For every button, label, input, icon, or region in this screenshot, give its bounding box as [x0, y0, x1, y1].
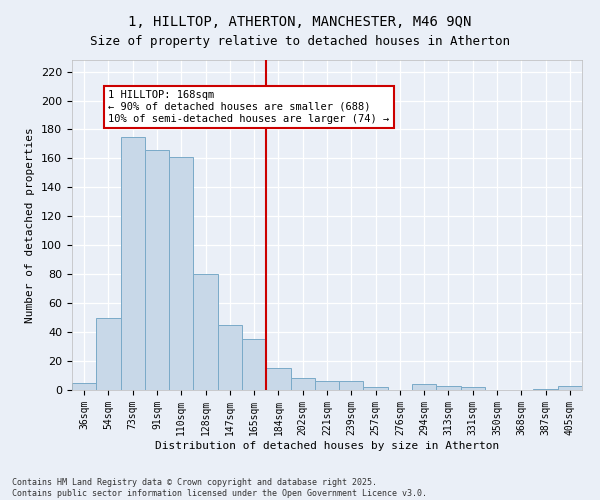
Text: Contains HM Land Registry data © Crown copyright and database right 2025.
Contai: Contains HM Land Registry data © Crown c…: [12, 478, 427, 498]
Bar: [436, 386, 461, 390]
Bar: [290, 378, 315, 390]
Y-axis label: Number of detached properties: Number of detached properties: [25, 127, 35, 323]
Bar: [96, 318, 121, 390]
Bar: [315, 382, 339, 390]
Text: 1 HILLTOP: 168sqm
← 90% of detached houses are smaller (688)
10% of semi-detache: 1 HILLTOP: 168sqm ← 90% of detached hous…: [109, 90, 389, 124]
Bar: [339, 382, 364, 390]
X-axis label: Distribution of detached houses by size in Atherton: Distribution of detached houses by size …: [155, 440, 499, 450]
Bar: [461, 387, 485, 390]
Bar: [72, 383, 96, 390]
Bar: [364, 387, 388, 390]
Bar: [193, 274, 218, 390]
Bar: [242, 340, 266, 390]
Bar: [266, 368, 290, 390]
Text: 1, HILLTOP, ATHERTON, MANCHESTER, M46 9QN: 1, HILLTOP, ATHERTON, MANCHESTER, M46 9Q…: [128, 15, 472, 29]
Bar: [558, 386, 582, 390]
Bar: [169, 157, 193, 390]
Bar: [145, 150, 169, 390]
Bar: [121, 136, 145, 390]
Bar: [533, 388, 558, 390]
Text: Size of property relative to detached houses in Atherton: Size of property relative to detached ho…: [90, 35, 510, 48]
Bar: [412, 384, 436, 390]
Bar: [218, 325, 242, 390]
